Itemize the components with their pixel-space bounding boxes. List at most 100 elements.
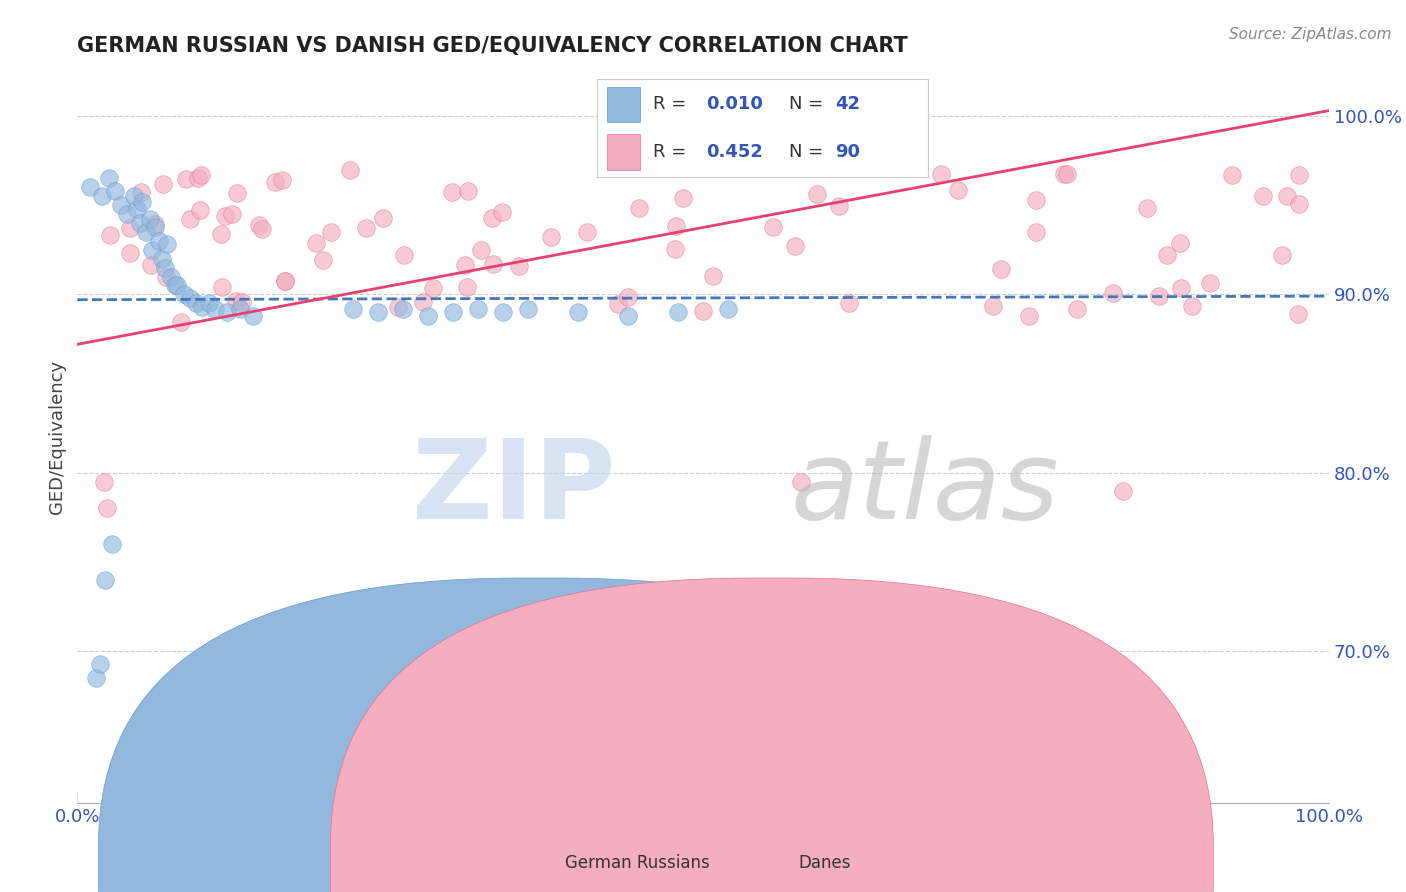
Point bbox=[827, 199, 849, 213]
Point bbox=[242, 309, 264, 323]
Point bbox=[143, 219, 166, 234]
Point bbox=[617, 290, 640, 304]
Point bbox=[1288, 197, 1310, 211]
Point bbox=[97, 171, 120, 186]
Point bbox=[946, 183, 969, 197]
Point bbox=[627, 201, 650, 215]
Point bbox=[160, 269, 183, 284]
Point bbox=[441, 185, 464, 199]
Text: German Russians: German Russians bbox=[565, 855, 710, 872]
Point bbox=[1136, 201, 1159, 215]
Point bbox=[666, 305, 689, 319]
Point bbox=[422, 281, 444, 295]
Point bbox=[163, 278, 186, 293]
Point bbox=[617, 309, 640, 323]
Point bbox=[990, 262, 1012, 277]
Text: GERMAN RUSSIAN VS DANISH GED/EQUIVALENCY CORRELATION CHART: GERMAN RUSSIAN VS DANISH GED/EQUIVALENCY… bbox=[77, 36, 908, 55]
Point bbox=[247, 219, 270, 233]
Point bbox=[1156, 247, 1178, 261]
Point bbox=[188, 203, 211, 218]
Point bbox=[190, 168, 212, 182]
Point bbox=[274, 274, 297, 288]
Point bbox=[166, 278, 188, 293]
Point bbox=[454, 258, 477, 272]
Point bbox=[342, 301, 364, 316]
Point bbox=[491, 205, 513, 219]
Point bbox=[762, 219, 785, 234]
Point bbox=[1181, 299, 1204, 313]
Point bbox=[321, 225, 343, 239]
Point bbox=[274, 274, 297, 288]
Point bbox=[179, 291, 201, 305]
Point bbox=[250, 222, 273, 236]
Point bbox=[89, 657, 111, 671]
Point bbox=[173, 287, 195, 301]
Point bbox=[155, 269, 177, 284]
Point bbox=[1112, 483, 1135, 498]
Point bbox=[143, 217, 166, 231]
Point bbox=[1251, 189, 1274, 203]
Point bbox=[217, 305, 239, 319]
Point bbox=[481, 211, 503, 226]
Point bbox=[98, 228, 121, 243]
Point bbox=[93, 475, 115, 489]
Point bbox=[117, 207, 139, 221]
Point bbox=[104, 184, 127, 198]
Point bbox=[1286, 307, 1309, 321]
Point bbox=[367, 305, 389, 319]
Point bbox=[929, 167, 952, 181]
Point bbox=[1102, 286, 1125, 301]
Point bbox=[567, 305, 589, 319]
Point bbox=[129, 216, 152, 230]
Point bbox=[1220, 168, 1243, 182]
Point bbox=[470, 244, 492, 258]
Point bbox=[139, 212, 162, 227]
Point bbox=[174, 172, 197, 186]
Point bbox=[122, 189, 145, 203]
Text: ZIP: ZIP bbox=[412, 434, 616, 541]
Point bbox=[387, 300, 409, 314]
Point bbox=[152, 252, 174, 266]
Point bbox=[391, 301, 413, 316]
Point bbox=[312, 253, 335, 268]
Point bbox=[225, 294, 247, 309]
Point bbox=[371, 211, 394, 225]
Point bbox=[148, 234, 170, 248]
Point bbox=[785, 239, 807, 253]
Point bbox=[229, 301, 252, 316]
Point bbox=[169, 315, 191, 329]
Text: Danes: Danes bbox=[799, 855, 851, 872]
Point bbox=[101, 537, 124, 551]
Point bbox=[209, 227, 232, 241]
Point bbox=[131, 194, 153, 209]
Point bbox=[127, 202, 149, 216]
Point bbox=[110, 198, 132, 212]
Point bbox=[576, 225, 599, 239]
Point bbox=[508, 259, 530, 273]
Point bbox=[118, 245, 141, 260]
Point bbox=[1018, 309, 1040, 323]
Point bbox=[139, 258, 162, 272]
Point bbox=[305, 236, 328, 251]
Point bbox=[153, 260, 176, 275]
Point bbox=[1066, 302, 1088, 317]
Point bbox=[1147, 289, 1170, 303]
Point bbox=[1275, 188, 1298, 202]
Point bbox=[120, 220, 142, 235]
Point bbox=[1056, 167, 1078, 181]
Text: Source: ZipAtlas.com: Source: ZipAtlas.com bbox=[1229, 27, 1392, 42]
Point bbox=[790, 475, 813, 489]
Point bbox=[221, 207, 243, 221]
Point bbox=[211, 280, 233, 294]
Point bbox=[91, 189, 114, 203]
Point bbox=[702, 268, 724, 283]
Point bbox=[467, 301, 489, 316]
Point bbox=[84, 671, 107, 685]
Point bbox=[186, 296, 208, 310]
Point bbox=[354, 221, 377, 235]
Point bbox=[606, 296, 628, 310]
Point bbox=[187, 170, 209, 185]
Point bbox=[672, 191, 695, 205]
Point bbox=[1025, 193, 1047, 207]
Point bbox=[540, 230, 562, 244]
